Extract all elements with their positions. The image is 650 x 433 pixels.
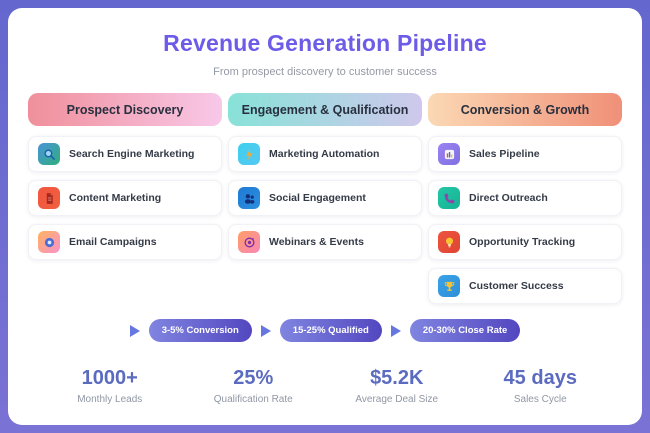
item-label: Marketing Automation (269, 148, 380, 160)
close-rate-badge: 20-30% Close Rate (409, 319, 521, 342)
item-label: Sales Pipeline (469, 148, 540, 160)
flow-arrow-icon (260, 324, 271, 337)
item-label: Email Campaigns (69, 236, 157, 248)
document-icon (38, 187, 60, 209)
email-icon (38, 231, 60, 253)
trophy-icon (438, 275, 460, 297)
item-label: Content Marketing (69, 192, 162, 204)
flow-arrow-icon (390, 324, 401, 337)
stat-average-deal-size: $5.2K Average Deal Size (325, 367, 469, 405)
stat-label: Sales Cycle (513, 394, 567, 405)
stat-value: 45 days (503, 367, 577, 389)
conversion-badge: 3-5% Conversion (148, 319, 252, 342)
phone-icon (438, 187, 460, 209)
stats-row: 1000+ Monthly Leads 25% Qualification Ra… (8, 367, 642, 405)
lightning-icon (238, 143, 260, 165)
pipeline-columns: Prospect Discovery Search Engine Marketi… (8, 93, 642, 312)
item-label: Social Engagement (269, 192, 366, 204)
pipeline-card: Revenue Generation Pipeline From prospec… (8, 8, 642, 425)
item-customer-success[interactable]: Customer Success (428, 268, 622, 304)
people-icon (238, 187, 260, 209)
stat-label: Monthly Leads (77, 394, 143, 405)
stat-value: 1000+ (81, 367, 138, 389)
item-label: Search Engine Marketing (69, 148, 195, 160)
column-header-engagement-qualification: Engagement & Qualification (228, 93, 422, 126)
column-engagement-qualification: Engagement & Qualification Marketing Aut… (228, 93, 422, 312)
column-items: Sales Pipeline Direct Outreach Opportuni… (428, 136, 622, 304)
item-label: Direct Outreach (469, 192, 548, 204)
item-opportunity-tracking[interactable]: Opportunity Tracking (428, 224, 622, 260)
stat-value: $5.2K (370, 367, 424, 389)
page-subtitle: From prospect discovery to customer succ… (213, 66, 437, 78)
bar-chart-icon (438, 143, 460, 165)
stat-monthly-leads: 1000+ Monthly Leads (38, 367, 182, 405)
conversion-flow: 3-5% Conversion 15-25% Qualified 20-30% … (8, 319, 642, 342)
stat-qualification-rate: 25% Qualification Rate (182, 367, 326, 405)
item-marketing-automation[interactable]: Marketing Automation (228, 136, 422, 172)
item-direct-outreach[interactable]: Direct Outreach (428, 180, 622, 216)
lightbulb-icon (438, 231, 460, 253)
item-label: Customer Success (469, 280, 564, 292)
item-label: Opportunity Tracking (469, 236, 576, 248)
item-sales-pipeline[interactable]: Sales Pipeline (428, 136, 622, 172)
item-webinars-events[interactable]: Webinars & Events (228, 224, 422, 260)
column-header-conversion-growth: Conversion & Growth (428, 93, 622, 126)
column-prospect-discovery: Prospect Discovery Search Engine Marketi… (28, 93, 222, 312)
item-email-campaigns[interactable]: Email Campaigns (28, 224, 222, 260)
column-items: Marketing Automation Social Engagement W… (228, 136, 422, 260)
item-content-marketing[interactable]: Content Marketing (28, 180, 222, 216)
item-label: Webinars & Events (269, 236, 364, 248)
qualified-badge: 15-25% Qualified (279, 319, 382, 342)
item-social-engagement[interactable]: Social Engagement (228, 180, 422, 216)
column-items: Search Engine Marketing Content Marketin… (28, 136, 222, 260)
target-icon (238, 231, 260, 253)
item-search-engine-marketing[interactable]: Search Engine Marketing (28, 136, 222, 172)
column-header-prospect-discovery: Prospect Discovery (28, 93, 222, 126)
stat-label: Average Deal Size (355, 394, 439, 405)
page-title: Revenue Generation Pipeline (163, 30, 487, 56)
stat-label: Qualification Rate (213, 394, 293, 405)
stat-sales-cycle: 45 days Sales Cycle (469, 367, 613, 405)
stat-value: 25% (233, 367, 274, 389)
column-conversion-growth: Conversion & Growth Sales Pipeline Direc… (428, 93, 622, 312)
search-icon (38, 143, 60, 165)
flow-arrow-icon (129, 324, 140, 337)
